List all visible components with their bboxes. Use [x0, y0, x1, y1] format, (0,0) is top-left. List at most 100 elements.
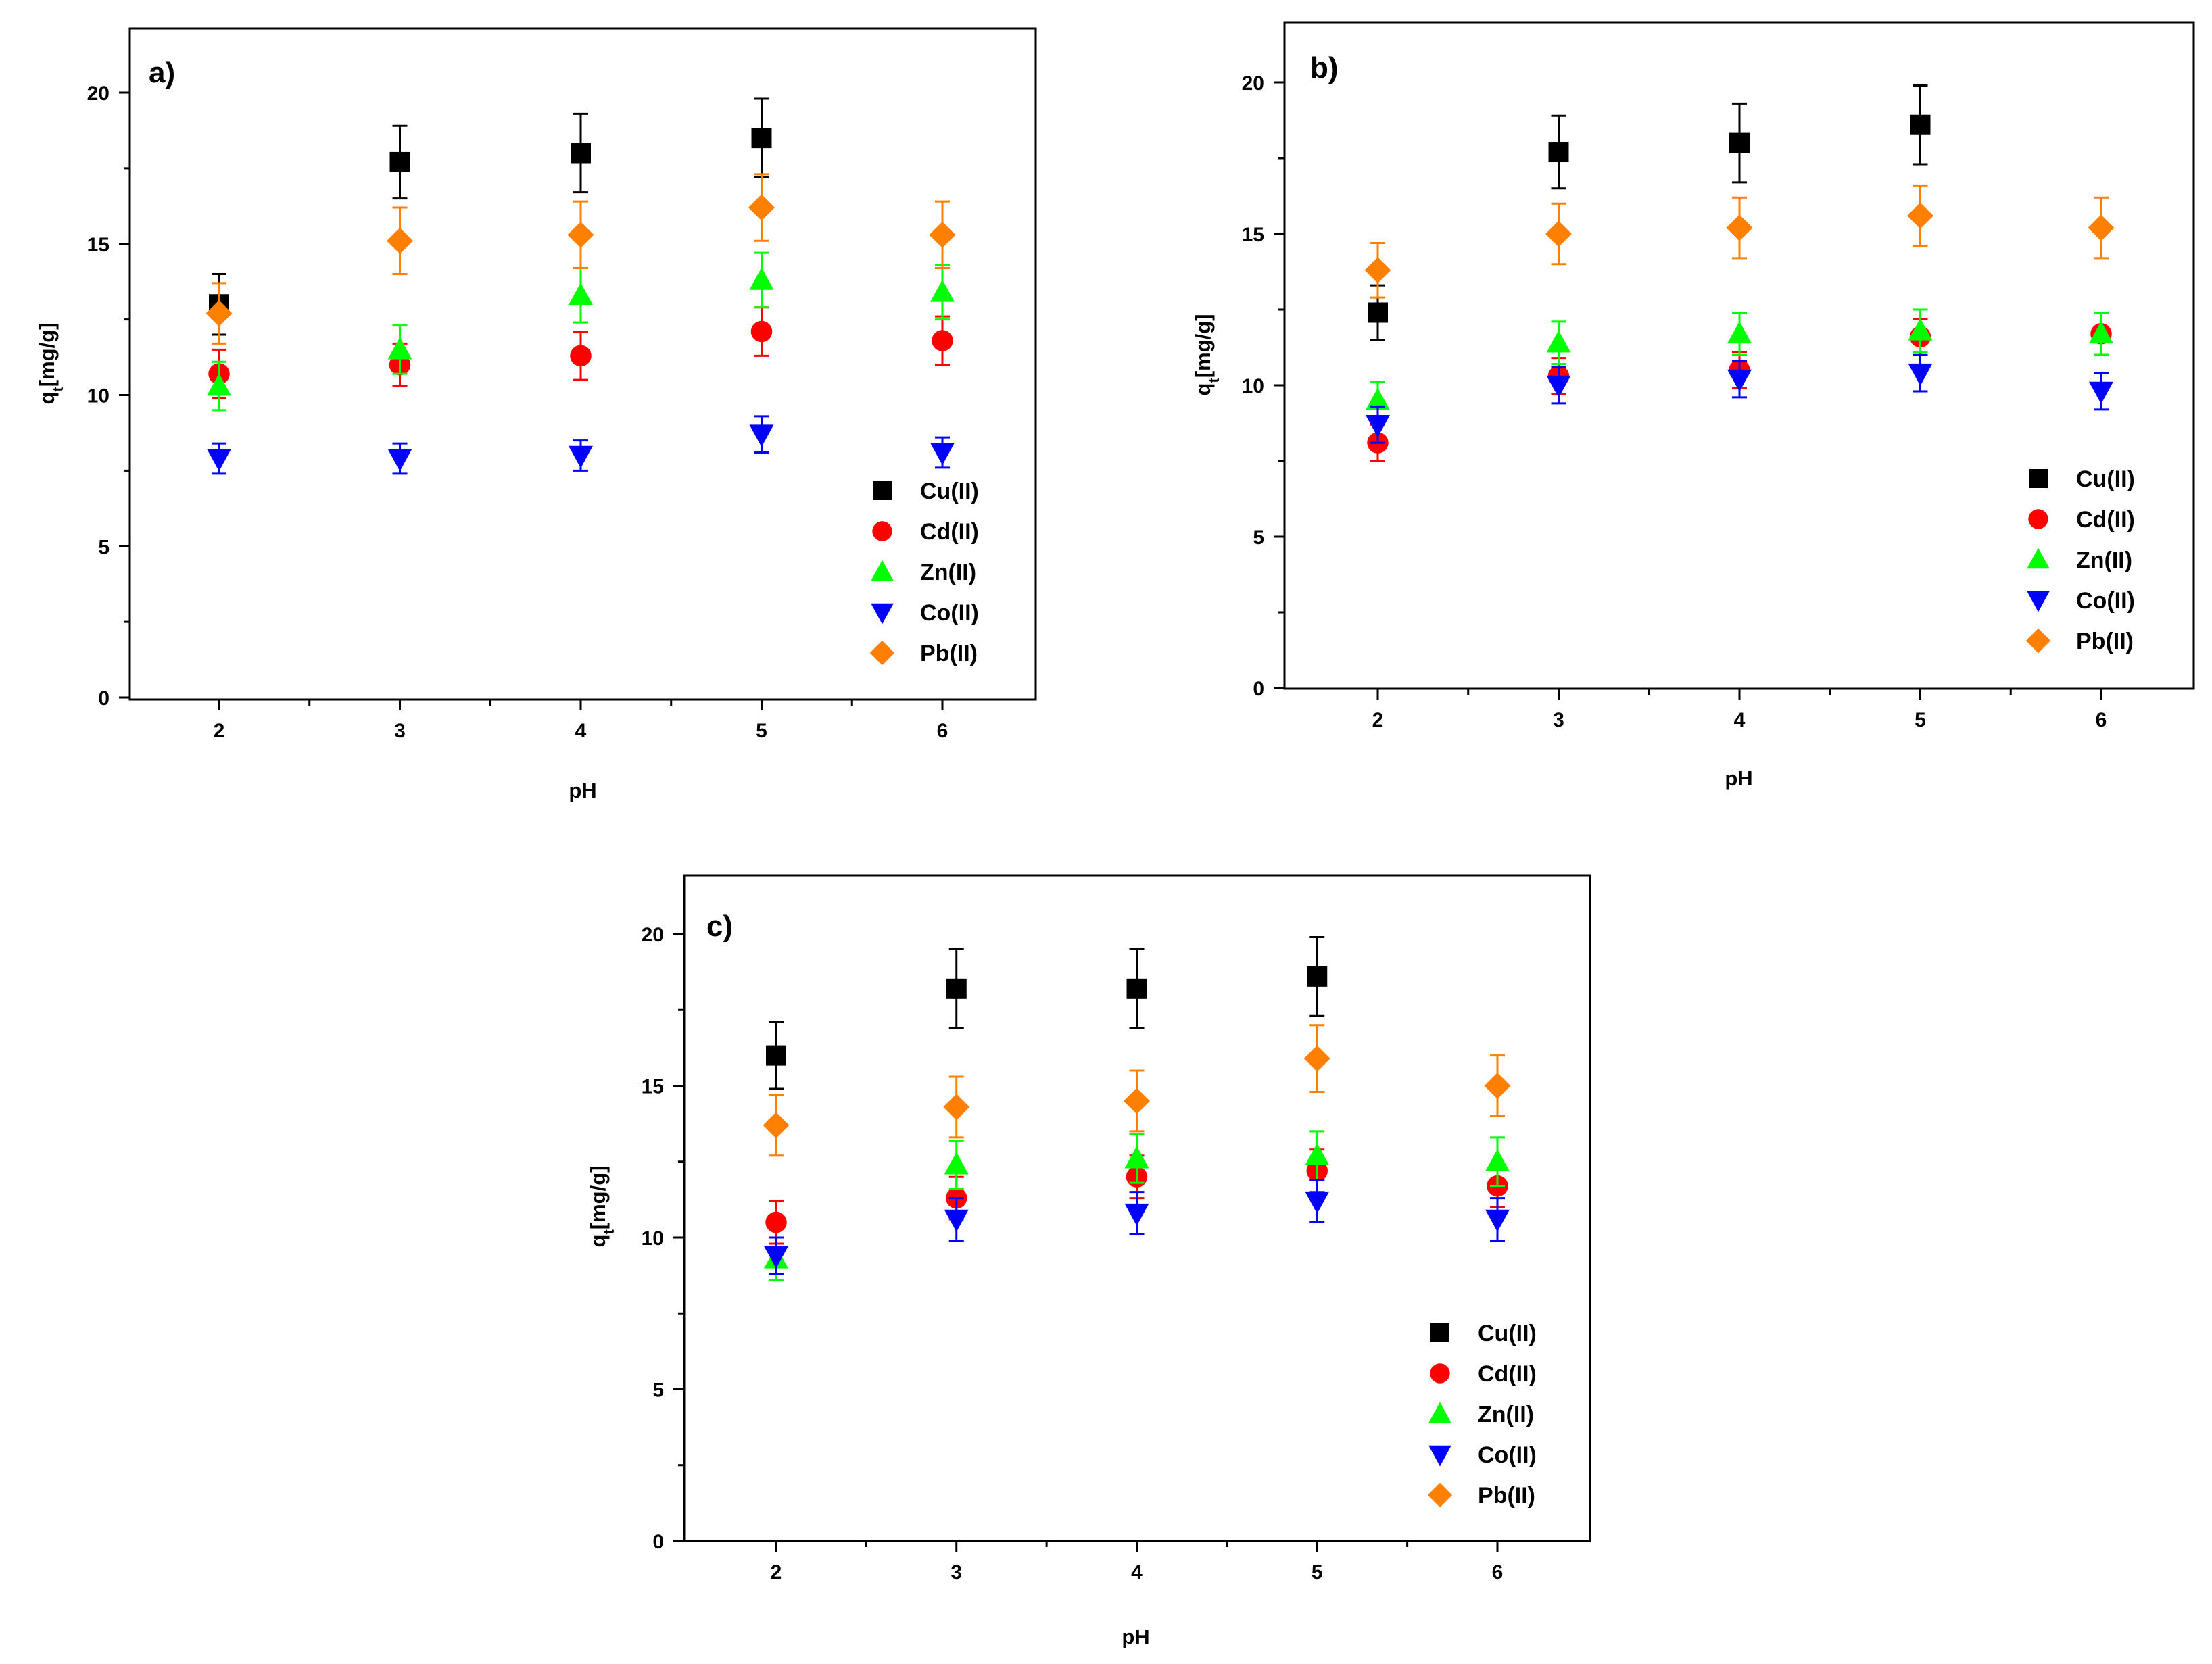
x-axis-title: pH [1725, 766, 1752, 790]
y-axis-title-unit: [mg/g] [1191, 314, 1215, 378]
panel-label: c) [706, 910, 733, 943]
series-znii [1366, 308, 2113, 420]
data-point [1368, 302, 1388, 323]
x-tick-label: 4 [1734, 709, 1746, 731]
y-tick-label: 10 [642, 1227, 664, 1250]
data-point [944, 1152, 969, 1175]
data-point [1546, 375, 1571, 398]
legend-marker [2028, 509, 2048, 529]
series-cuii [766, 935, 1328, 1090]
legend-marker [2027, 591, 2050, 612]
data-point [751, 128, 772, 149]
legend-label: Pb(II) [2076, 629, 2134, 654]
panel-label: a) [149, 56, 175, 89]
legend-marker [1428, 1445, 1451, 1467]
data-point [207, 373, 231, 396]
legend-item: Zn(II) [871, 560, 976, 585]
legend-item: Cu(II) [1430, 1321, 1537, 1346]
legend-label: Co(II) [2076, 588, 2135, 614]
data-marks [1364, 84, 2115, 462]
x-tick-label: 3 [1553, 709, 1564, 731]
data-point [765, 1211, 787, 1233]
legend-label: Cu(II) [2076, 466, 2135, 492]
legend-marker [2025, 628, 2051, 654]
y-axis-title: qt[mg/g] [586, 1166, 617, 1248]
y-tick-label: 15 [87, 234, 110, 256]
data-point [943, 1094, 970, 1121]
legend: Cu(II) Cd(II) Zn(II) Co(II) Pb(II) [1427, 1321, 1537, 1509]
data-point [1124, 1203, 1149, 1226]
legend-label: Cd(II) [920, 519, 979, 545]
data-point [750, 320, 773, 343]
x-tick-label: 3 [394, 720, 406, 742]
data-point [1910, 114, 1931, 135]
data-point [1548, 142, 1569, 163]
x-tick-label: 6 [2096, 709, 2107, 731]
x-tick-label: 2 [771, 1561, 782, 1584]
legend-label: Co(II) [1478, 1442, 1537, 1468]
series-znii [764, 1130, 1510, 1281]
plot-frame [128, 27, 1037, 701]
data-point [1303, 1045, 1330, 1072]
data-point [932, 330, 953, 351]
y-axis-title-sub: t [600, 1229, 617, 1235]
data-point [1305, 1143, 1330, 1166]
data-point [1126, 978, 1147, 999]
legend: Cu(II) Cd(II) Zn(II) Co(II) Pb(II) [869, 479, 979, 666]
data-point [1729, 132, 1750, 153]
x-tick-label: 6 [937, 720, 948, 742]
legend-label: Cd(II) [1478, 1361, 1537, 1387]
legend-item: Cd(II) [2028, 507, 2135, 533]
legend-label: Cu(II) [920, 479, 979, 504]
data-point [1364, 257, 1391, 284]
y-axis-title-main: q [586, 1235, 610, 1248]
data-point [1908, 363, 1933, 386]
y-axis-title: qt[mg/g] [35, 323, 66, 405]
data-point [766, 1045, 786, 1066]
legend-item: Cd(II) [872, 519, 979, 545]
data-point [1485, 1209, 1510, 1232]
legend-marker [2029, 469, 2048, 488]
x-axis-title: pH [1122, 1625, 1149, 1648]
y-tick-label: 20 [1242, 72, 1264, 95]
data-point [1545, 220, 1572, 247]
series-cuii [1368, 84, 1931, 341]
y-tick-label: 5 [1253, 527, 1264, 549]
data-point [2089, 381, 2113, 404]
legend-label: Pb(II) [1478, 1483, 1535, 1509]
y-axis-title: qt[mg/g] [1191, 314, 1222, 396]
y-tick-label: 5 [652, 1379, 664, 1402]
x-tick-label: 4 [1131, 1561, 1143, 1584]
y-axis-title-main: q [35, 392, 59, 405]
data-marks [206, 97, 956, 475]
series-znii [207, 251, 955, 412]
legend-label: Zn(II) [2076, 547, 2132, 573]
data-point [1305, 1191, 1330, 1214]
data-point [1727, 321, 1752, 344]
data-point [569, 445, 593, 468]
y-axis-title-unit: [mg/g] [586, 1166, 610, 1230]
axis-ticks: 2 3 4 5 6 0 5 10 15 20 [642, 924, 1504, 1584]
y-axis-title-sub: t [49, 387, 66, 392]
y-tick-label: 15 [1242, 224, 1264, 246]
data-point [749, 267, 774, 290]
data-point [1124, 1146, 1149, 1169]
x-tick-label: 5 [1915, 709, 1926, 731]
data-point [2088, 214, 2115, 241]
data-point [1366, 414, 1390, 437]
chart-panel-a: a) pH qt[mg/g] 2 3 4 5 6 0 5 10 15 20 Cu(II) Cd(II… [35, 27, 1037, 802]
y-axis-title-sub: t [1205, 378, 1222, 383]
data-point [763, 1112, 790, 1139]
legend-item: Cd(II) [1430, 1361, 1537, 1387]
legend-label: Co(II) [920, 600, 979, 626]
data-point [387, 337, 412, 360]
x-tick-label: 5 [1312, 1561, 1323, 1584]
chart-panel-c: c) pH qt[mg/g] 2 3 4 5 6 0 5 10 15 20 Cu(II) Cd(II… [586, 874, 1591, 1648]
legend-item: Cu(II) [873, 479, 979, 504]
legend-item: Cu(II) [2029, 466, 2135, 492]
legend-marker [871, 603, 894, 625]
series-coii [764, 1179, 1510, 1275]
legend-label: Zn(II) [920, 560, 976, 585]
svg-text:qt[mg/g]: qt[mg/g] [35, 323, 66, 405]
